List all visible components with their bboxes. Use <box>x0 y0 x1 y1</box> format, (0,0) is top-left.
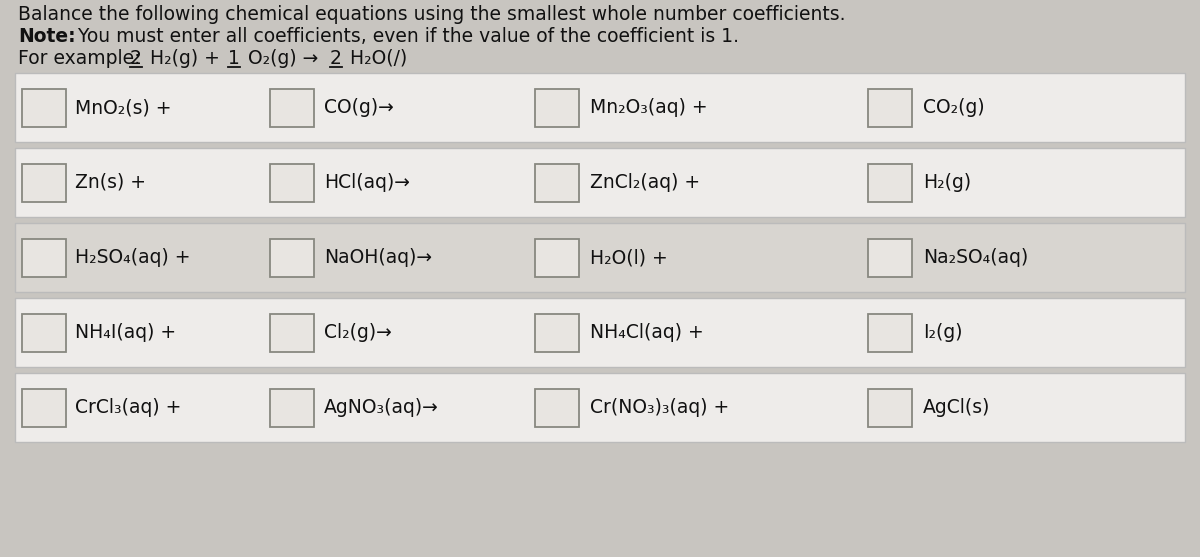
FancyBboxPatch shape <box>14 148 1186 217</box>
FancyBboxPatch shape <box>14 223 1186 292</box>
Text: H₂(g) +: H₂(g) + <box>144 48 226 67</box>
FancyBboxPatch shape <box>22 238 66 276</box>
Text: For example:: For example: <box>18 48 140 67</box>
Text: NaOH(aq)→: NaOH(aq)→ <box>324 248 432 267</box>
FancyBboxPatch shape <box>535 314 580 351</box>
FancyBboxPatch shape <box>270 238 314 276</box>
FancyBboxPatch shape <box>22 89 66 126</box>
Text: MnO₂(s) +: MnO₂(s) + <box>74 98 172 117</box>
Text: H₂O(l) +: H₂O(l) + <box>590 248 667 267</box>
Text: Mn₂O₃(aq) +: Mn₂O₃(aq) + <box>590 98 708 117</box>
FancyBboxPatch shape <box>868 238 912 276</box>
FancyBboxPatch shape <box>535 89 580 126</box>
Text: Note:: Note: <box>18 27 76 46</box>
Text: 1: 1 <box>228 48 240 67</box>
FancyBboxPatch shape <box>868 388 912 427</box>
Text: HCl(aq)→: HCl(aq)→ <box>324 173 410 192</box>
Text: Cl₂(g)→: Cl₂(g)→ <box>324 323 392 342</box>
Text: ZnCl₂(aq) +: ZnCl₂(aq) + <box>590 173 700 192</box>
FancyBboxPatch shape <box>535 164 580 202</box>
FancyBboxPatch shape <box>868 89 912 126</box>
Text: Na₂SO₄(aq): Na₂SO₄(aq) <box>923 248 1028 267</box>
FancyBboxPatch shape <box>22 388 66 427</box>
Text: H₂SO₄(aq) +: H₂SO₄(aq) + <box>74 248 191 267</box>
FancyBboxPatch shape <box>868 164 912 202</box>
FancyBboxPatch shape <box>270 89 314 126</box>
FancyBboxPatch shape <box>14 298 1186 367</box>
Text: Zn(s) +: Zn(s) + <box>74 173 146 192</box>
Text: O₂(g) →: O₂(g) → <box>242 48 324 67</box>
Text: CO(g)→: CO(g)→ <box>324 98 394 117</box>
Text: H₂O(/): H₂O(/) <box>344 48 407 67</box>
Text: 2: 2 <box>130 48 142 67</box>
Text: I₂(g): I₂(g) <box>923 323 962 342</box>
Text: You must enter all coefficients, even if the value of the coefficient is 1.: You must enter all coefficients, even if… <box>72 27 739 46</box>
FancyBboxPatch shape <box>14 373 1186 442</box>
FancyBboxPatch shape <box>270 388 314 427</box>
Text: 2: 2 <box>330 48 342 67</box>
FancyBboxPatch shape <box>22 164 66 202</box>
FancyBboxPatch shape <box>22 314 66 351</box>
FancyBboxPatch shape <box>535 388 580 427</box>
Text: CO₂(g): CO₂(g) <box>923 98 985 117</box>
Text: NH₄I(aq) +: NH₄I(aq) + <box>74 323 176 342</box>
Text: Balance the following chemical equations using the smallest whole number coeffic: Balance the following chemical equations… <box>18 4 846 23</box>
Text: Cr(NO₃)₃(aq) +: Cr(NO₃)₃(aq) + <box>590 398 730 417</box>
FancyBboxPatch shape <box>868 314 912 351</box>
FancyBboxPatch shape <box>14 73 1186 142</box>
FancyBboxPatch shape <box>270 314 314 351</box>
Text: NH₄Cl(aq) +: NH₄Cl(aq) + <box>590 323 703 342</box>
FancyBboxPatch shape <box>535 238 580 276</box>
FancyBboxPatch shape <box>270 164 314 202</box>
Text: AgNO₃(aq)→: AgNO₃(aq)→ <box>324 398 439 417</box>
Text: CrCl₃(aq) +: CrCl₃(aq) + <box>74 398 181 417</box>
Text: AgCl(s): AgCl(s) <box>923 398 990 417</box>
Text: H₂(g): H₂(g) <box>923 173 971 192</box>
